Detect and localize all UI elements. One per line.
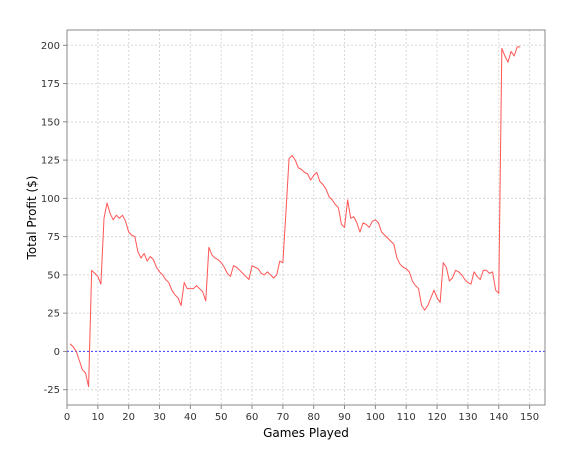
- x-tick-label: 60: [246, 412, 259, 423]
- plot-border: [66, 29, 546, 406]
- y-tick-label: 25: [47, 309, 60, 320]
- x-tick-label: 140: [489, 412, 508, 423]
- y-tick-label: 175: [41, 79, 60, 90]
- y-tick-label: 0: [54, 347, 60, 358]
- y-tick-label: 75: [47, 232, 60, 243]
- x-tick-label: 30: [153, 412, 166, 423]
- x-tick-label: 40: [184, 412, 197, 423]
- plot-background: [67, 30, 545, 405]
- x-tick-label: 50: [215, 412, 228, 423]
- x-tick-label: 80: [307, 412, 320, 423]
- x-axis-title: Games Played: [263, 426, 349, 440]
- y-tick-label: 125: [41, 156, 60, 167]
- x-tick-label: 70: [277, 412, 290, 423]
- series-line-total-profit: [69, 46, 521, 388]
- x-tick-label: 20: [122, 412, 135, 423]
- y-tick-label: 100: [41, 194, 60, 205]
- x-tick-label: 90: [338, 412, 351, 423]
- y-tick-label: 150: [41, 117, 60, 128]
- x-tick-label: 100: [366, 412, 385, 423]
- plot-area: [66, 29, 546, 406]
- y-axis-title: Total Profit ($): [25, 176, 39, 261]
- x-tick-label: 150: [520, 412, 539, 423]
- x-axis: 0 10 20 30 40 50 60 70 80 90 100 110 120 130 140 150: [64, 405, 539, 423]
- y-tick-label: -25: [44, 385, 60, 396]
- x-tick-label: 0: [64, 412, 70, 423]
- x-tick-label: 10: [91, 412, 104, 423]
- y-tick-label: 200: [41, 41, 60, 52]
- x-tick-label: 110: [397, 412, 416, 423]
- x-tick-label: 120: [428, 412, 447, 423]
- y-tick-label: 50: [47, 270, 60, 281]
- series-layer: [69, 46, 521, 388]
- x-tick-label: 130: [458, 412, 477, 423]
- y-axis: -25 0 25 50 75 100 125 150 175 200: [41, 41, 67, 396]
